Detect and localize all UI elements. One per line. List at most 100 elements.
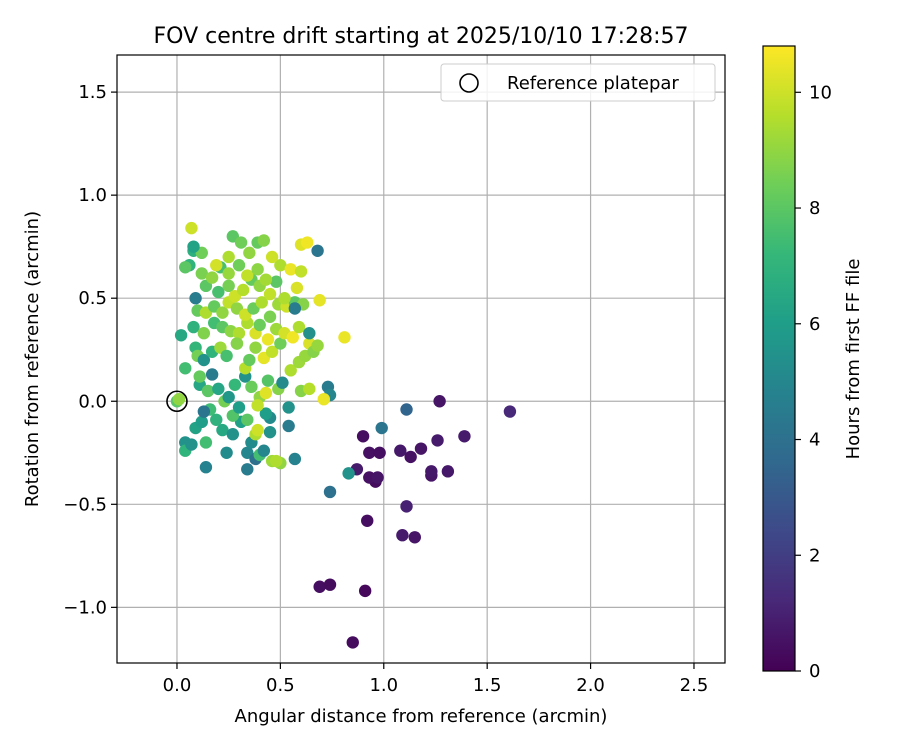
x-tick-label: 2.5 [680, 675, 709, 696]
data-point [220, 446, 233, 459]
data-point [216, 423, 229, 437]
data-point [363, 446, 376, 459]
colorbar-tick-label: 6 [809, 314, 820, 335]
data-point [338, 331, 351, 344]
data-point [187, 240, 200, 253]
data-point [458, 430, 471, 443]
data-point [313, 580, 326, 593]
x-tick-label: 0.0 [163, 675, 192, 696]
data-point [441, 465, 455, 478]
data-point [199, 436, 213, 449]
y-tick-label: 0.5 [78, 288, 107, 309]
data-point [199, 461, 213, 474]
data-point [216, 306, 229, 319]
data-point [278, 292, 291, 305]
data-point [346, 636, 359, 649]
data-point [400, 403, 413, 416]
data-point [323, 485, 337, 499]
data-point [212, 285, 225, 299]
x-tick-label: 0.5 [266, 675, 295, 696]
x-tick-label: 1.5 [473, 675, 502, 696]
data-point [222, 279, 235, 293]
data-point [245, 380, 258, 394]
data-point [317, 392, 331, 406]
data-point [251, 263, 264, 276]
data-point [257, 234, 271, 247]
data-point [394, 444, 407, 457]
data-point [311, 244, 324, 257]
data-point [197, 353, 211, 367]
data-point [396, 529, 409, 542]
data-point [313, 294, 326, 307]
data-point [303, 382, 316, 396]
colorbar-tick-label: 10 [809, 82, 832, 103]
data-point [342, 467, 355, 480]
data-point [290, 281, 304, 295]
data-point [286, 331, 299, 344]
data-point [201, 384, 215, 398]
data-point [212, 382, 225, 396]
data-point [230, 337, 244, 350]
data-point [205, 271, 219, 284]
data-point [179, 362, 192, 375]
legend-marker-reference [459, 73, 479, 93]
data-point [174, 329, 188, 342]
data-point [433, 395, 446, 408]
data-point [282, 401, 295, 414]
data-point [243, 246, 256, 260]
data-point [311, 339, 324, 352]
colorbar: 0 2 4 6 8 10 Hours from first FF file [762, 45, 864, 682]
data-point [263, 287, 277, 301]
data-point [263, 425, 277, 439]
data-point [222, 250, 235, 264]
data-point [241, 463, 254, 476]
data-point [284, 263, 297, 276]
reference-point [166, 390, 188, 413]
data-point [236, 283, 250, 297]
data-point [253, 318, 266, 332]
data-point [228, 378, 242, 391]
data-point [408, 531, 421, 544]
data-point [251, 423, 264, 437]
data-point [251, 399, 264, 412]
data-point [257, 444, 271, 457]
y-tick-label: 1.0 [78, 185, 107, 206]
data-point [282, 419, 295, 433]
data-point [356, 430, 370, 443]
x-tick-label: 1.0 [369, 675, 398, 696]
data-point [261, 374, 275, 387]
data-point [301, 236, 314, 249]
legend: Reference platepar [440, 63, 716, 102]
data-point [274, 337, 287, 350]
data-point [503, 405, 517, 418]
data-point [220, 349, 233, 363]
legend-box [440, 63, 716, 102]
colorbar-tick-label: 8 [809, 198, 820, 219]
colorbar-ticks: 0 2 4 6 8 10 [795, 82, 832, 682]
data-point [234, 236, 248, 249]
data-point [249, 341, 262, 354]
data-point [371, 471, 384, 484]
data-point [265, 345, 279, 358]
colorbar-label: Hours from first FF file [843, 259, 864, 460]
data-point [241, 269, 254, 282]
data-point [232, 259, 246, 272]
data-point [292, 320, 306, 334]
data-point [179, 261, 192, 274]
scatter-points [170, 221, 517, 649]
data-point [210, 259, 223, 272]
data-point [187, 320, 200, 334]
legend-entry-reference: Reference platepar [507, 73, 679, 94]
data-point [210, 413, 223, 426]
data-point [265, 250, 279, 264]
data-point [241, 413, 254, 426]
data-point [259, 386, 273, 400]
data-point [431, 434, 444, 447]
data-point [222, 267, 235, 280]
data-point [243, 353, 256, 367]
data-point [303, 327, 316, 340]
data-point [414, 442, 428, 455]
data-point [259, 273, 273, 286]
data-point [195, 267, 208, 280]
